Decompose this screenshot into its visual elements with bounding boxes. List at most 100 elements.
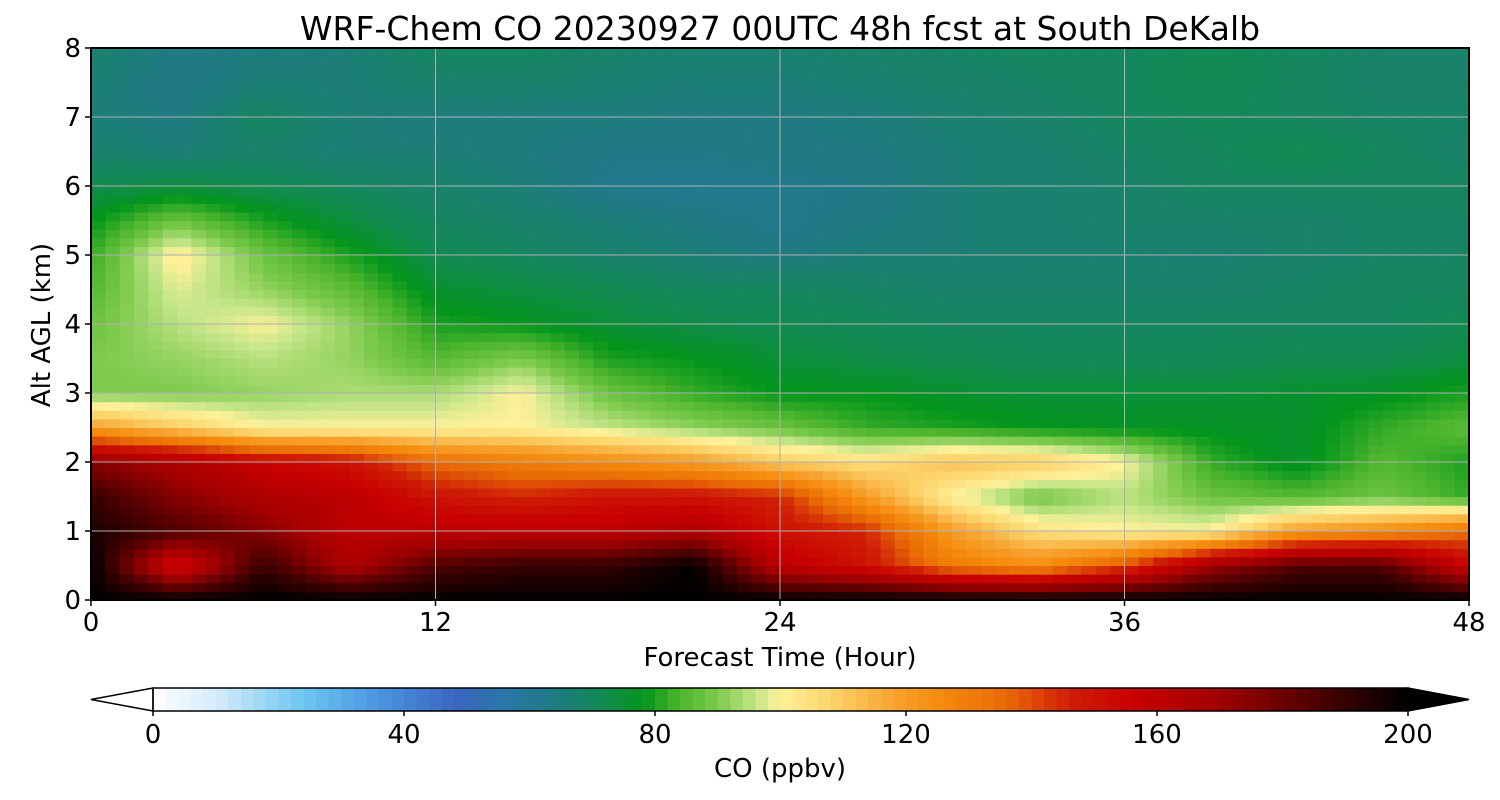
- heatmap-cell: [134, 134, 150, 144]
- heatmap-cell: [751, 203, 767, 213]
- heatmap-cell: [650, 73, 666, 84]
- heatmap-cell: [937, 410, 953, 420]
- heatmap-cell: [894, 539, 910, 549]
- heatmap-cell: [306, 246, 322, 256]
- heatmap-cell: [492, 487, 508, 498]
- heatmap-cell: [765, 306, 781, 316]
- heatmap-cell: [751, 479, 767, 489]
- heatmap-cell: [91, 306, 106, 316]
- heatmap-cell: [220, 280, 236, 291]
- heatmap-cell: [320, 349, 336, 360]
- heatmap-cell: [995, 117, 1011, 127]
- heatmap-cell: [335, 246, 350, 256]
- heatmap-cell: [1110, 427, 1126, 437]
- heatmap-cell: [478, 418, 494, 429]
- heatmap-cell: [823, 306, 839, 316]
- heatmap-cell: [1081, 522, 1097, 532]
- heatmap-cell: [679, 539, 695, 549]
- heatmap-cell: [564, 556, 580, 567]
- heatmap-cell: [134, 203, 150, 213]
- heatmap-cell: [435, 591, 451, 600]
- heatmap-cell: [837, 134, 853, 144]
- heatmap-cell: [105, 48, 121, 58]
- heatmap-cell: [923, 280, 939, 291]
- heatmap-cell: [119, 513, 135, 523]
- heatmap-cell: [421, 410, 437, 420]
- heatmap-cell: [119, 65, 135, 75]
- heatmap-cell: [335, 65, 350, 75]
- heatmap-cell: [937, 462, 953, 472]
- heatmap-cell: [980, 427, 996, 437]
- heatmap-cell: [220, 565, 236, 575]
- heatmap-cell: [579, 531, 594, 541]
- heatmap-cell: [320, 134, 336, 144]
- heatmap-cell: [894, 134, 910, 144]
- heatmap-cell: [191, 384, 207, 394]
- heatmap-cell: [392, 298, 408, 308]
- heatmap-cell: [1124, 315, 1140, 325]
- heatmap-cell: [995, 574, 1011, 584]
- heatmap-cell: [191, 349, 207, 360]
- heatmap-cell: [248, 246, 264, 256]
- heatmap-cell: [1095, 280, 1111, 291]
- heatmap-cell: [837, 427, 853, 437]
- heatmap-cell: [220, 229, 236, 239]
- heatmap-cell: [808, 134, 824, 144]
- heatmap-cell: [579, 427, 594, 437]
- heatmap-cell: [1167, 470, 1183, 480]
- heatmap-cell: [134, 73, 150, 84]
- heatmap-cell: [995, 496, 1011, 506]
- heatmap-cell: [406, 375, 422, 385]
- heatmap-cell: [220, 384, 236, 394]
- heatmap-cell: [435, 505, 451, 515]
- heatmap-cell: [1009, 548, 1025, 558]
- heatmap-cell: [780, 160, 795, 170]
- heatmap-cell: [593, 453, 609, 463]
- heatmap-cell: [708, 591, 724, 600]
- heatmap-cell: [91, 574, 106, 584]
- heatmap-cell: [751, 65, 767, 75]
- heatmap-cell: [449, 487, 465, 498]
- heatmap-cell: [607, 522, 623, 532]
- heatmap-cell: [579, 513, 594, 523]
- heatmap-cell: [1095, 315, 1111, 325]
- heatmap-cell: [291, 48, 307, 58]
- heatmap-cell: [1110, 539, 1126, 549]
- heatmap-cell: [708, 263, 724, 273]
- heatmap-cell: [780, 186, 795, 196]
- heatmap-cell: [808, 556, 824, 567]
- heatmap-cell: [937, 186, 953, 196]
- heatmap-cell: [263, 108, 279, 118]
- heatmap-cell: [579, 556, 594, 567]
- heatmap-cell: [435, 341, 451, 351]
- heatmap-cell: [363, 168, 379, 178]
- heatmap-cell: [866, 82, 882, 92]
- heatmap-cell: [708, 384, 724, 394]
- heatmap-cell: [1167, 272, 1183, 282]
- heatmap-cell: [607, 582, 623, 592]
- heatmap-cell: [564, 487, 580, 498]
- heatmap-cell: [406, 108, 422, 118]
- heatmap-cell: [794, 211, 810, 222]
- heatmap-cell: [1181, 401, 1197, 411]
- heatmap-cell: [837, 556, 853, 567]
- heatmap-cell: [751, 48, 767, 58]
- heatmap-cell: [966, 324, 982, 334]
- heatmap-cell: [148, 539, 164, 549]
- heatmap-cell: [263, 125, 279, 135]
- heatmap-cell: [636, 280, 652, 291]
- heatmap-cell: [636, 565, 652, 575]
- heatmap-cell: [894, 108, 910, 118]
- heatmap-cell: [579, 349, 594, 360]
- heatmap-cell: [335, 237, 350, 247]
- heatmap-cell: [105, 479, 121, 489]
- heatmap-cell: [535, 462, 551, 472]
- heatmap-cell: [923, 531, 939, 541]
- heatmap-cell: [1095, 211, 1111, 222]
- heatmap-cell: [808, 565, 824, 575]
- heatmap-cell: [995, 401, 1011, 411]
- heatmap-cell: [665, 539, 681, 549]
- heatmap-cell: [134, 56, 150, 66]
- heatmap-cell: [1009, 246, 1025, 256]
- heatmap-cell: [1167, 108, 1183, 118]
